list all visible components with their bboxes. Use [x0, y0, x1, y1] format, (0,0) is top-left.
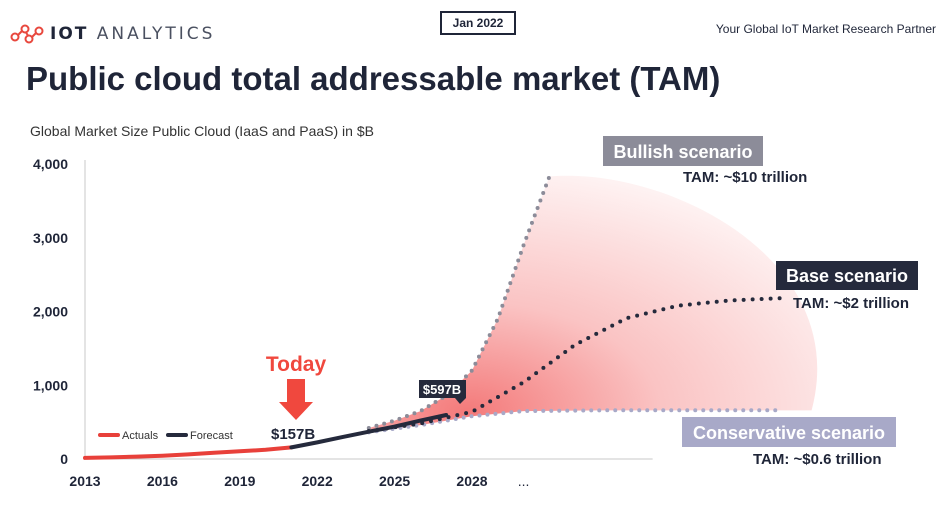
x-tick-label: 2019 [224, 473, 255, 489]
bullish-tam-label: TAM: ~$10 trillion [683, 169, 807, 186]
conservative-tam-label: TAM: ~$0.6 trillion [753, 451, 882, 468]
actuals-line [83, 445, 294, 460]
x-tick-label: ... [518, 473, 530, 489]
base-label: Base scenario [786, 266, 908, 286]
forecast-value-label: $597B [423, 382, 461, 397]
legend-forecast-label: Forecast [190, 430, 233, 442]
today-label: Today [266, 353, 327, 376]
chart-title: Public cloud total addressable market (T… [26, 60, 721, 97]
base-label-box [776, 261, 918, 290]
x-tick-label: 2028 [456, 473, 487, 489]
conservative-label-box [682, 417, 896, 447]
y-tick-label: 1,000 [33, 377, 68, 393]
conservative-label: Conservative scenario [693, 423, 885, 443]
bullish-label-box [603, 136, 763, 166]
base-tam-label: TAM: ~$2 trillion [793, 295, 909, 312]
forecast-line [289, 413, 449, 450]
y-tick-label: 0 [60, 451, 68, 467]
x-tick-label: 2022 [302, 473, 333, 489]
y-tick-label: 3,000 [33, 230, 68, 246]
legend-actuals-label: Actuals [122, 430, 159, 442]
x-tick-label: 2013 [69, 473, 100, 489]
x-tick-label: 2025 [379, 473, 410, 489]
logo-text: IOT ANALYTICS [50, 24, 216, 44]
date-badge: Jan 2022 [440, 11, 516, 35]
logo: IOT ANALYTICS [10, 24, 215, 44]
today-arrow-icon [279, 379, 313, 420]
forecast-value-badge [419, 380, 466, 398]
chart-subtitle: Global Market Size Public Cloud (IaaS an… [30, 123, 374, 139]
network-icon [10, 24, 44, 44]
bullish-label: Bullish scenario [613, 142, 752, 162]
partner-tagline: Your Global IoT Market Research Partner [715, 22, 936, 36]
conservative-scenario-line [366, 408, 784, 435]
x-tick-label: 2016 [147, 473, 178, 489]
actual-value-label: $157B [271, 426, 315, 443]
forecast-value-badge-pointer [455, 398, 466, 404]
scenario-fan-area [368, 175, 818, 433]
y-tick-label: 2,000 [33, 304, 68, 320]
y-tick-label: 4,000 [33, 156, 68, 172]
